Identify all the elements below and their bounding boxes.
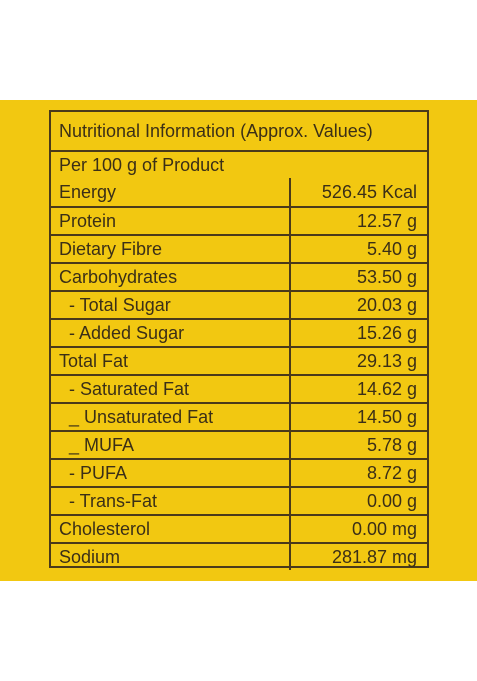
nutrient-value: 281.87 mg [331,547,417,567]
nutrient-label: - Total Sugar [59,295,171,315]
nutrient-label: Cholesterol [59,519,151,539]
table-row: Cholesterol 0.00 mg [51,514,427,542]
nutrient-label: _ MUFA [59,435,135,455]
table-subtitle-row: Per 100 g of Product [51,150,427,178]
nutrient-label: Energy [59,182,117,202]
column-divider [289,404,291,430]
column-divider [289,488,291,514]
column-divider [289,264,291,290]
nutrient-label: - PUFA [59,463,128,483]
nutrient-label: Dietary Fibre [59,239,163,259]
nutrient-value: 0.00 g [366,491,417,511]
nutrient-label: _ Unsaturated Fat [59,407,214,427]
nutrient-label: Total Fat [59,351,129,371]
nutrient-value: 14.62 g [356,379,417,399]
nutrient-label: - Saturated Fat [59,379,190,399]
yellow-panel [0,100,477,581]
nutrient-label: Sodium [59,547,121,567]
table-row: - PUFA 8.72 g [51,458,427,486]
column-divider [289,516,291,542]
table-row: - Trans-Fat 0.00 g [51,486,427,514]
nutrient-value: 20.03 g [356,295,417,315]
table-row: Total Fat 29.13 g [51,346,427,374]
table-row: - Added Sugar 15.26 g [51,318,427,346]
nutrient-value: 8.72 g [366,463,417,483]
column-divider [289,432,291,458]
nutrient-label: Protein [59,211,117,231]
table-row: - Saturated Fat 14.62 g [51,374,427,402]
table-row: Sodium 281.87 mg [51,542,427,570]
column-divider [289,348,291,374]
nutrient-value: 526.45 Kcal [321,182,417,202]
table-row: Carbohydrates 53.50 g [51,262,427,290]
table-subtitle: Per 100 g of Product [59,155,225,175]
nutrient-label: - Trans-Fat [59,491,158,511]
nutrient-label: - Added Sugar [59,323,185,343]
column-divider [289,292,291,318]
column-divider [289,460,291,486]
nutrition-table: Nutritional Information (Approx. Values)… [49,110,429,570]
nutrient-value: 5.78 g [366,435,417,455]
nutrient-value: 5.40 g [366,239,417,259]
table-row: Dietary Fibre 5.40 g [51,234,427,262]
column-divider [289,236,291,262]
table-row: Protein 12.57 g [51,206,427,234]
table-row: - Total Sugar 20.03 g [51,290,427,318]
nutrient-value: 12.57 g [356,211,417,231]
nutrient-value: 29.13 g [356,351,417,371]
column-divider [289,544,291,570]
table-title-row: Nutritional Information (Approx. Values) [51,112,427,150]
table-row: Energy 526.45 Kcal [51,178,427,206]
table-row: _ Unsaturated Fat 14.50 g [51,402,427,430]
nutrient-label: Carbohydrates [59,267,178,287]
table-title: Nutritional Information (Approx. Values) [59,121,373,141]
nutrient-value: 14.50 g [356,407,417,427]
column-divider [289,208,291,234]
table-row: _ MUFA 5.78 g [51,430,427,458]
column-divider [289,320,291,346]
nutrient-value: 53.50 g [356,267,417,287]
nutrient-value: 0.00 mg [351,519,417,539]
nutrient-value: 15.26 g [356,323,417,343]
column-divider [289,376,291,402]
column-divider [289,178,291,206]
